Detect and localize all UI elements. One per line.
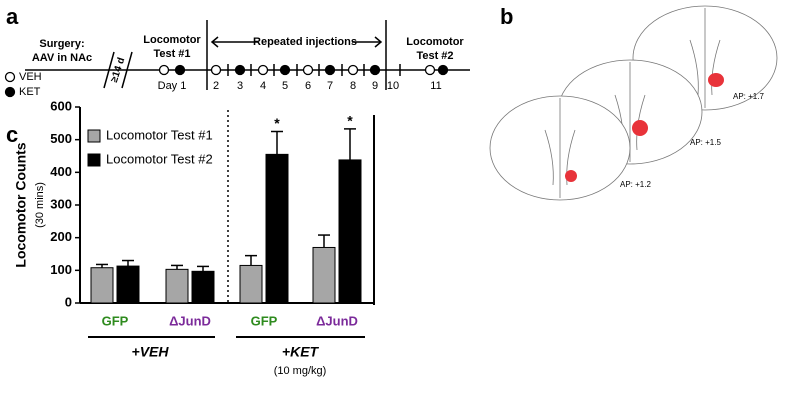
- label: Test #1: [153, 48, 190, 60]
- y-tick-label: 100: [50, 262, 72, 277]
- day-label: Day 1: [158, 80, 187, 92]
- section-label: AP: +1.2: [620, 180, 651, 189]
- group-label: +VEH: [132, 344, 170, 360]
- bar: [165, 268, 189, 304]
- y-axis-title: Locomotor Counts: [13, 142, 29, 267]
- bar: [338, 159, 362, 304]
- label: Locomotor: [143, 34, 201, 46]
- day-label: 11: [430, 80, 441, 92]
- day-label: 4: [260, 80, 266, 92]
- panel-letter: c: [6, 122, 18, 147]
- group-sublabel: (10 mg/kg): [274, 365, 327, 377]
- legend-label: Locomotor Test #2: [106, 151, 213, 166]
- x-tick-label: GFP: [102, 313, 129, 328]
- x-tick-label: GFP: [251, 313, 278, 328]
- legend-label: Locomotor Test #1: [106, 127, 213, 142]
- y-tick-label: 0: [65, 294, 72, 309]
- significance: *: [274, 115, 280, 131]
- day-label: 6: [305, 80, 311, 92]
- timeline: [25, 20, 470, 90]
- bar: [265, 153, 289, 304]
- bar: [239, 264, 263, 304]
- significance: *: [347, 113, 353, 129]
- bar: [90, 267, 114, 304]
- day-label: 10: [387, 80, 399, 92]
- legend-label: VEH: [19, 71, 42, 83]
- y-tick-label: 500: [50, 131, 72, 146]
- legend-label: KET: [19, 86, 41, 98]
- y-tick-label: 300: [50, 196, 72, 211]
- label: Repeated injections: [253, 36, 357, 48]
- label: Test #2: [416, 50, 453, 62]
- label: Locomotor: [406, 36, 464, 48]
- x-tick-label: ΔJunD: [316, 313, 358, 328]
- panel-letter: b: [500, 4, 513, 29]
- injection-markers: [4, 64, 449, 98]
- day-label: 5: [282, 80, 288, 92]
- y-axis-subtitle: (30 mins): [34, 182, 46, 228]
- day-label: 8: [350, 80, 356, 92]
- y-tick-label: 200: [50, 229, 72, 244]
- x-tick-label: ΔJunD: [169, 313, 211, 328]
- day-label: 9: [372, 80, 378, 92]
- y-tick-label: 400: [50, 164, 72, 179]
- legend-swatch: [87, 129, 101, 143]
- group-label: +KET: [282, 344, 320, 360]
- y-tick-label: 600: [50, 98, 72, 113]
- bar: [191, 270, 215, 304]
- section-label: AP: +1.5: [690, 138, 721, 147]
- label: Surgery:: [39, 38, 84, 50]
- day-label: 3: [237, 80, 243, 92]
- bar: [116, 265, 140, 304]
- brain-sections: [489, 5, 778, 201]
- legend-swatch: [87, 153, 101, 167]
- panel-letter: a: [6, 4, 19, 29]
- label: AAV in NAc: [32, 52, 92, 64]
- day-label: 2: [213, 80, 219, 92]
- bar: [312, 246, 336, 304]
- section-label: AP: +1.7: [733, 92, 764, 101]
- day-label: 7: [327, 80, 333, 92]
